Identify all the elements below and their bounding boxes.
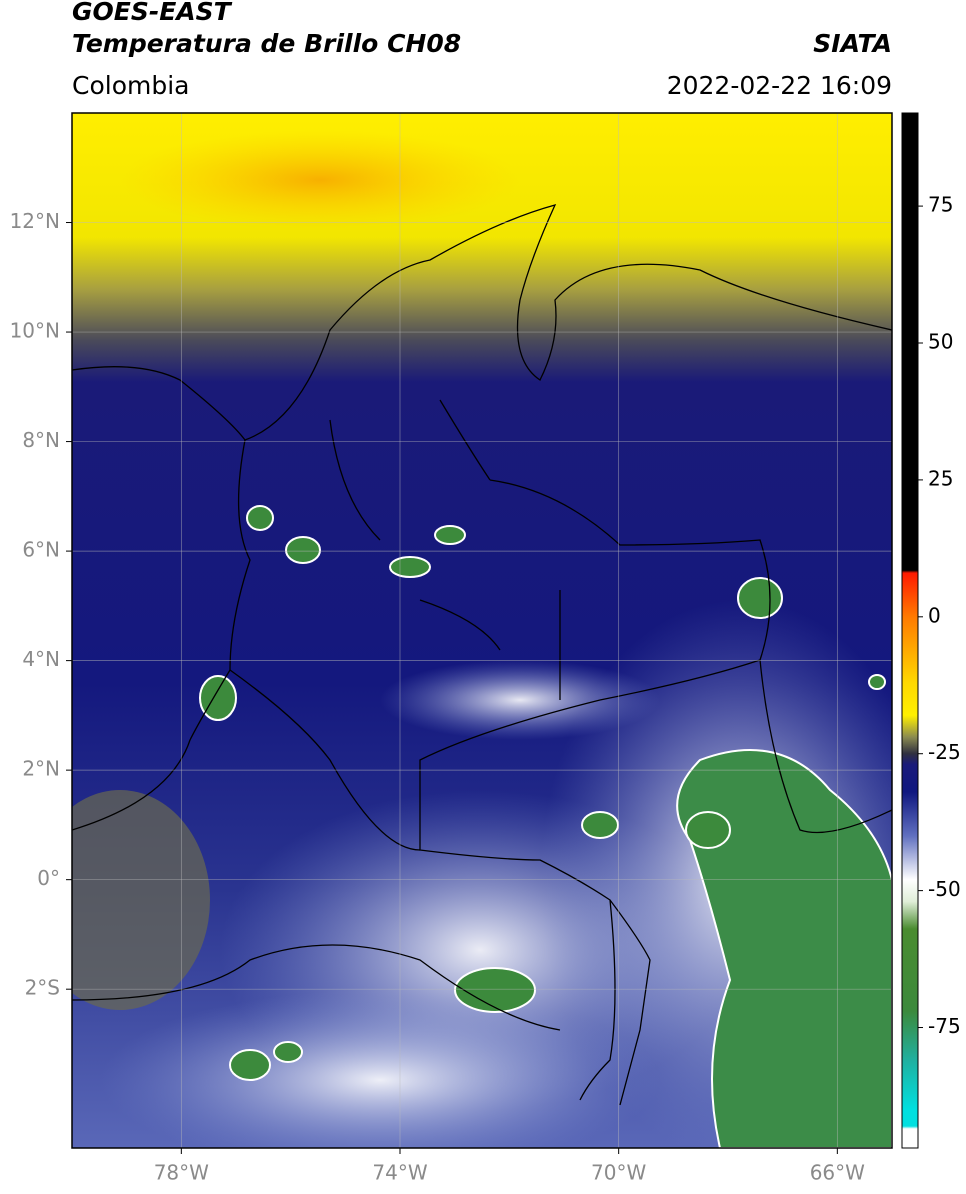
x-tick-label: 78°W bbox=[154, 1161, 209, 1185]
x-tick-label: 74°W bbox=[372, 1161, 427, 1185]
cold-clouds bbox=[199, 505, 892, 1148]
y-tick-label: 10°N bbox=[10, 319, 60, 343]
y-tick-label: 4°N bbox=[22, 647, 60, 671]
colorbar-tick-label: 50 bbox=[928, 330, 953, 354]
colorbar-tick-label: 0 bbox=[928, 603, 941, 627]
y-tick-label: 12°N bbox=[10, 209, 60, 233]
colorbar-tick-label: -50 bbox=[928, 877, 961, 901]
y-tick-label: 0° bbox=[37, 866, 60, 890]
y-tick-label: 2°N bbox=[22, 757, 60, 781]
region: Colombia bbox=[72, 71, 189, 100]
warm-area bbox=[120, 130, 520, 230]
datetime: 2022-02-22 16:09 bbox=[667, 71, 892, 100]
borders bbox=[72, 204, 892, 1106]
cloud-haze bbox=[380, 660, 660, 740]
source: SIATA bbox=[813, 29, 892, 58]
title: GOES-EAST bbox=[72, 0, 233, 26]
x-tick-label: 70°W bbox=[591, 1161, 646, 1185]
y-tick-label: 2°S bbox=[25, 976, 60, 1000]
cloud-haze bbox=[100, 990, 660, 1148]
colorbar-tick-label: 25 bbox=[928, 466, 953, 490]
satellite-image bbox=[72, 113, 892, 1148]
colorbar-tick-label: -75 bbox=[928, 1014, 961, 1038]
dry-area bbox=[72, 790, 210, 1010]
graticule bbox=[72, 113, 892, 1148]
y-tick-label: 6°N bbox=[22, 538, 60, 562]
y-tick-label: 8°N bbox=[22, 428, 60, 452]
colorbar bbox=[901, 112, 919, 1149]
colorbar-tick-label: -25 bbox=[928, 740, 961, 764]
colorbar-tick-label: 75 bbox=[928, 193, 953, 217]
x-tick-label: 66°W bbox=[810, 1161, 865, 1185]
map-frame bbox=[71, 112, 893, 1149]
subtitle: Temperatura de Brillo CH08 bbox=[72, 29, 461, 58]
